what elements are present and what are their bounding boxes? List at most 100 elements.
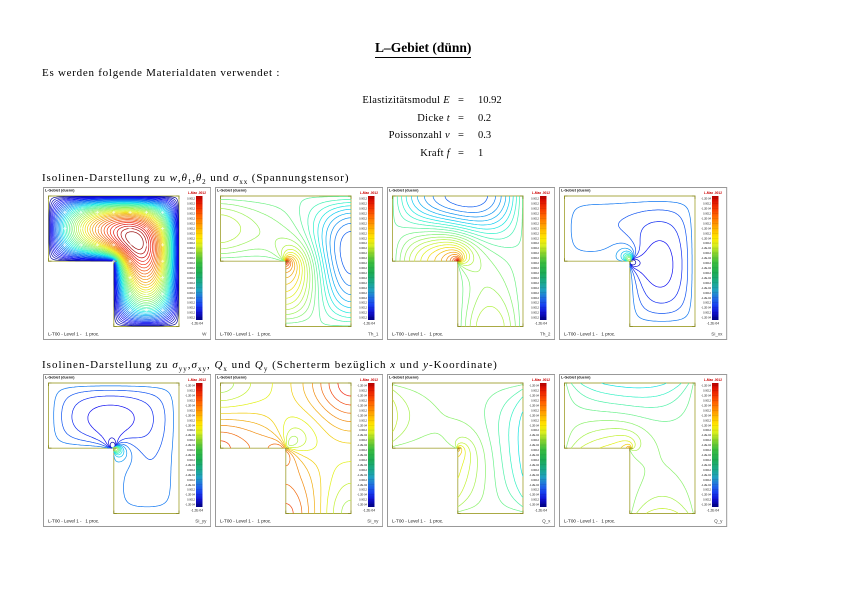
svg-text:Si_xy: Si_xy (368, 518, 380, 523)
svg-text:0.0012: 0.0012 (187, 227, 195, 231)
svg-text:-1.2E-04: -1.2E-04 (529, 423, 539, 427)
svg-text:0.0012: 0.0012 (531, 306, 539, 310)
svg-text:-1.2E-04: -1.2E-04 (357, 413, 367, 417)
svg-text:-1.2E-04: -1.2E-04 (701, 462, 711, 466)
svg-text:0.0012: 0.0012 (531, 418, 539, 422)
svg-text:-1.2E-04: -1.2E-04 (701, 472, 711, 476)
svg-text:L-Max .0012: L-Max .0012 (704, 192, 722, 196)
svg-text:0.0012: 0.0012 (531, 207, 539, 211)
svg-text:L-T00 - Level 1 - 1 proc.: L-T00 - Level 1 - 1 proc. (220, 332, 271, 337)
svg-text:0.0012: 0.0012 (187, 497, 195, 501)
svg-text:-1.2E-04: -1.2E-04 (535, 322, 547, 326)
svg-text:0.0012: 0.0012 (359, 306, 367, 310)
svg-text:0.0012: 0.0012 (531, 222, 539, 226)
svg-text:0.0012: 0.0012 (359, 286, 367, 290)
svg-text:0.0012: 0.0012 (359, 212, 367, 216)
svg-text:0.0012: 0.0012 (359, 467, 367, 471)
svg-text:Si_yy: Si_yy (195, 518, 207, 523)
svg-text:-1.2E-04: -1.2E-04 (701, 296, 711, 300)
svg-text:-1.2E-04: -1.2E-04 (701, 482, 711, 486)
svg-text:L-Max .0012: L-Max .0012 (360, 192, 378, 196)
svg-text:-1.2E-04: -1.2E-04 (185, 482, 195, 486)
svg-text:-1.2E-04: -1.2E-04 (185, 502, 195, 506)
svg-text:0.0012: 0.0012 (359, 241, 367, 245)
svg-text:0.0012: 0.0012 (531, 487, 539, 491)
svg-text:0.0012: 0.0012 (703, 477, 711, 481)
svg-text:0.0012: 0.0012 (703, 398, 711, 402)
svg-text:L-Gebiet (duenn): L-Gebiet (duenn) (561, 375, 591, 379)
svg-text:L-Gebiet (duenn): L-Gebiet (duenn) (561, 189, 591, 193)
svg-text:-1.2E-04: -1.2E-04 (529, 492, 539, 496)
svg-text:0.0012: 0.0012 (703, 457, 711, 461)
svg-text:-1.2E-04: -1.2E-04 (701, 383, 711, 387)
svg-text:0.0012: 0.0012 (359, 408, 367, 412)
svg-text:0.0012: 0.0012 (359, 487, 367, 491)
svg-text:0.0012: 0.0012 (187, 448, 195, 452)
svg-text:0.0012: 0.0012 (703, 212, 711, 216)
svg-text:0.0012: 0.0012 (187, 266, 195, 270)
svg-text:-1.2E-04: -1.2E-04 (701, 433, 711, 437)
svg-text:0.0012: 0.0012 (531, 301, 539, 305)
svg-text:L-T00 - Level 1 - 1 proc.: L-T00 - Level 1 - 1 proc. (392, 332, 443, 337)
svg-text:0.0012: 0.0012 (187, 261, 195, 265)
svg-text:0.0012: 0.0012 (703, 261, 711, 265)
svg-text:0.0012: 0.0012 (531, 291, 539, 295)
svg-text:0.0012: 0.0012 (531, 197, 539, 201)
svg-text:-1.2E-04: -1.2E-04 (701, 452, 711, 456)
svg-text:-1.2E-04: -1.2E-04 (529, 482, 539, 486)
svg-text:0.0012: 0.0012 (187, 467, 195, 471)
svg-text:-1.2E-04: -1.2E-04 (357, 443, 367, 447)
svg-text:L-Max .0012: L-Max .0012 (704, 378, 722, 382)
svg-text:0.0012: 0.0012 (187, 398, 195, 402)
svg-text:-1.2E-04: -1.2E-04 (357, 383, 367, 387)
svg-text:0.0012: 0.0012 (359, 261, 367, 265)
svg-text:L-T00 - Level 1 - 1 proc.: L-T00 - Level 1 - 1 proc. (48, 518, 99, 523)
svg-text:0.0012: 0.0012 (359, 227, 367, 231)
svg-text:0.0012: 0.0012 (359, 266, 367, 270)
svg-text:0.0012: 0.0012 (359, 291, 367, 295)
svg-text:-1.2E-04: -1.2E-04 (363, 508, 375, 512)
svg-text:0.0012: 0.0012 (359, 296, 367, 300)
svg-text:-1.2E-04: -1.2E-04 (357, 492, 367, 496)
svg-text:-1.2E-04: -1.2E-04 (701, 266, 711, 270)
svg-text:0.0012: 0.0012 (187, 246, 195, 250)
svg-text:0.0012: 0.0012 (531, 271, 539, 275)
svg-text:0.0012: 0.0012 (703, 241, 711, 245)
svg-text:-1.2E-04: -1.2E-04 (363, 322, 375, 326)
svg-text:-1.2E-04: -1.2E-04 (701, 207, 711, 211)
svg-text:0.0012: 0.0012 (359, 271, 367, 275)
svg-text:L-T00 - Level 1 - 1 proc.: L-T00 - Level 1 - 1 proc. (48, 332, 99, 337)
svg-text:0.0012: 0.0012 (703, 408, 711, 412)
svg-text:0.0012: 0.0012 (531, 408, 539, 412)
svg-text:0.0012: 0.0012 (703, 271, 711, 275)
svg-text:0.0012: 0.0012 (703, 448, 711, 452)
svg-text:0.0012: 0.0012 (531, 266, 539, 270)
svg-text:-1.2E-04: -1.2E-04 (701, 443, 711, 447)
svg-text:0.0012: 0.0012 (359, 311, 367, 315)
svg-text:-1.2E-04: -1.2E-04 (701, 413, 711, 417)
svg-text:-1.2E-04: -1.2E-04 (701, 256, 711, 260)
svg-text:0.0012: 0.0012 (531, 296, 539, 300)
svg-text:0.0012: 0.0012 (531, 256, 539, 260)
svg-text:-1.2E-04: -1.2E-04 (701, 227, 711, 231)
svg-text:-1.2E-04: -1.2E-04 (529, 403, 539, 407)
svg-text:0.0012: 0.0012 (531, 477, 539, 481)
svg-text:-1.2E-04: -1.2E-04 (185, 462, 195, 466)
svg-text:-1.2E-04: -1.2E-04 (701, 492, 711, 496)
svg-text:-1.2E-04: -1.2E-04 (185, 403, 195, 407)
svg-text:0.0012: 0.0012 (187, 428, 195, 432)
svg-text:0.0012: 0.0012 (531, 281, 539, 285)
svg-text:Si_xx: Si_xx (712, 332, 724, 337)
svg-text:0.0012: 0.0012 (187, 207, 195, 211)
svg-text:-1.2E-04: -1.2E-04 (357, 423, 367, 427)
svg-text:0.0012: 0.0012 (531, 246, 539, 250)
svg-text:0.0012: 0.0012 (531, 276, 539, 280)
svg-text:W: W (202, 332, 207, 337)
svg-text:0.0012: 0.0012 (359, 276, 367, 280)
svg-text:0.0012: 0.0012 (359, 237, 367, 241)
svg-text:0.0012: 0.0012 (187, 276, 195, 280)
svg-text:0.0012: 0.0012 (187, 286, 195, 290)
svg-text:0.0012: 0.0012 (187, 217, 195, 221)
svg-text:0.0012: 0.0012 (359, 197, 367, 201)
svg-text:-1.2E-04: -1.2E-04 (357, 482, 367, 486)
